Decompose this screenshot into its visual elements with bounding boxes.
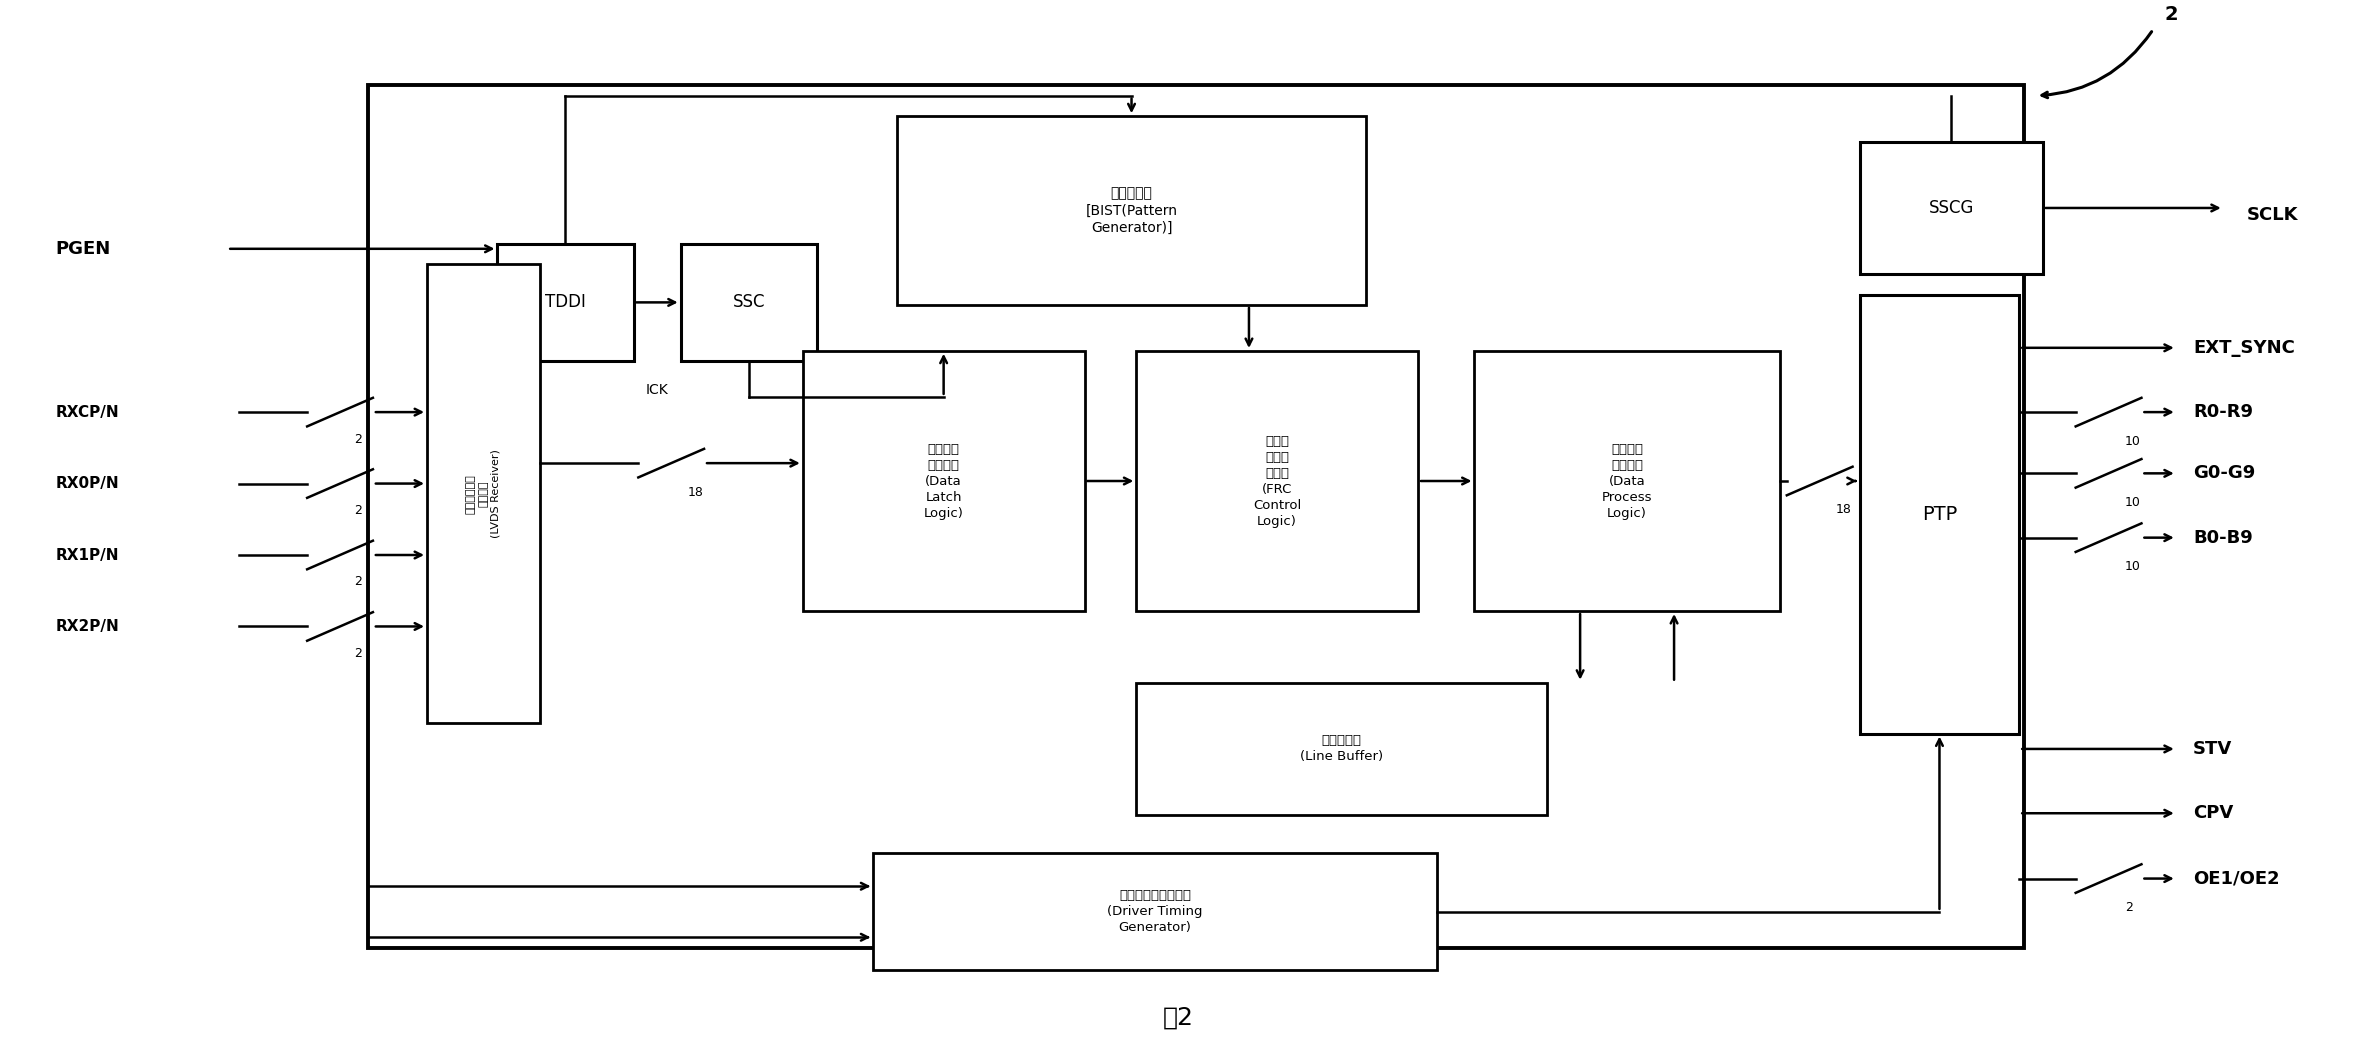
- Text: 2: 2: [354, 575, 363, 589]
- Text: PGEN: PGEN: [57, 240, 111, 258]
- Text: EXT_SYNC: EXT_SYNC: [2192, 339, 2296, 357]
- Text: SSCG: SSCG: [1928, 199, 1973, 217]
- Text: 18: 18: [1836, 503, 1853, 517]
- FancyBboxPatch shape: [1136, 683, 1546, 815]
- Text: SSC: SSC: [733, 293, 766, 311]
- Text: 内置自测试
[BIST(Pattern
Generator)]: 内置自测试 [BIST(Pattern Generator)]: [1087, 186, 1178, 235]
- FancyBboxPatch shape: [1860, 142, 2044, 275]
- FancyBboxPatch shape: [368, 86, 2025, 948]
- Text: PTP: PTP: [1921, 504, 1956, 524]
- Text: 数据锁存
逻辑单元
(Data
Latch
Logic): 数据锁存 逻辑单元 (Data Latch Logic): [924, 443, 964, 520]
- FancyBboxPatch shape: [804, 351, 1084, 611]
- Text: 2: 2: [354, 504, 363, 517]
- Text: SCLK: SCLK: [2246, 206, 2298, 224]
- Text: RX1P/N: RX1P/N: [57, 547, 120, 563]
- Text: RXCP/N: RXCP/N: [57, 405, 120, 420]
- Text: 线缓冲单元
(Line Buffer): 线缓冲单元 (Line Buffer): [1301, 734, 1384, 763]
- FancyBboxPatch shape: [1860, 294, 2020, 734]
- Text: STV: STV: [2192, 740, 2232, 758]
- Text: 18: 18: [688, 485, 702, 499]
- Text: 10: 10: [2126, 496, 2140, 508]
- Text: TDDI: TDDI: [544, 293, 587, 311]
- Text: 2: 2: [354, 647, 363, 660]
- Text: R0-R9: R0-R9: [2192, 403, 2253, 421]
- Text: 帧速率
控制逻
辑单元
(FRC
Control
Logic): 帧速率 控制逻 辑单元 (FRC Control Logic): [1254, 434, 1301, 527]
- Text: 低层差动信号
接收单元
(LVDS Receiver): 低层差动信号 接收单元 (LVDS Receiver): [467, 449, 500, 539]
- Text: 图2: 图2: [1162, 1005, 1195, 1029]
- Text: ICK: ICK: [646, 383, 669, 397]
- Text: RX2P/N: RX2P/N: [57, 619, 120, 634]
- FancyBboxPatch shape: [1475, 351, 1780, 611]
- Text: 10: 10: [2126, 434, 2140, 448]
- FancyBboxPatch shape: [872, 853, 1438, 971]
- Text: CPV: CPV: [2192, 804, 2234, 823]
- Text: G0-G9: G0-G9: [2192, 465, 2256, 482]
- FancyBboxPatch shape: [1136, 351, 1419, 611]
- Text: 2: 2: [2166, 5, 2178, 24]
- FancyBboxPatch shape: [896, 116, 1367, 305]
- Text: 2: 2: [354, 432, 363, 446]
- FancyBboxPatch shape: [681, 243, 818, 361]
- Text: 10: 10: [2126, 561, 2140, 573]
- Text: 2: 2: [2126, 901, 2133, 914]
- Text: 驱动器时序产生模块
(Driver Timing
Generator): 驱动器时序产生模块 (Driver Timing Generator): [1108, 889, 1202, 934]
- FancyBboxPatch shape: [427, 264, 540, 723]
- FancyBboxPatch shape: [497, 243, 634, 361]
- Text: B0-B9: B0-B9: [2192, 528, 2253, 547]
- Text: 数据处理
逻辑单元
(Data
Process
Logic): 数据处理 逻辑单元 (Data Process Logic): [1603, 443, 1652, 520]
- Text: OE1/OE2: OE1/OE2: [2192, 870, 2279, 887]
- Text: RX0P/N: RX0P/N: [57, 476, 120, 491]
